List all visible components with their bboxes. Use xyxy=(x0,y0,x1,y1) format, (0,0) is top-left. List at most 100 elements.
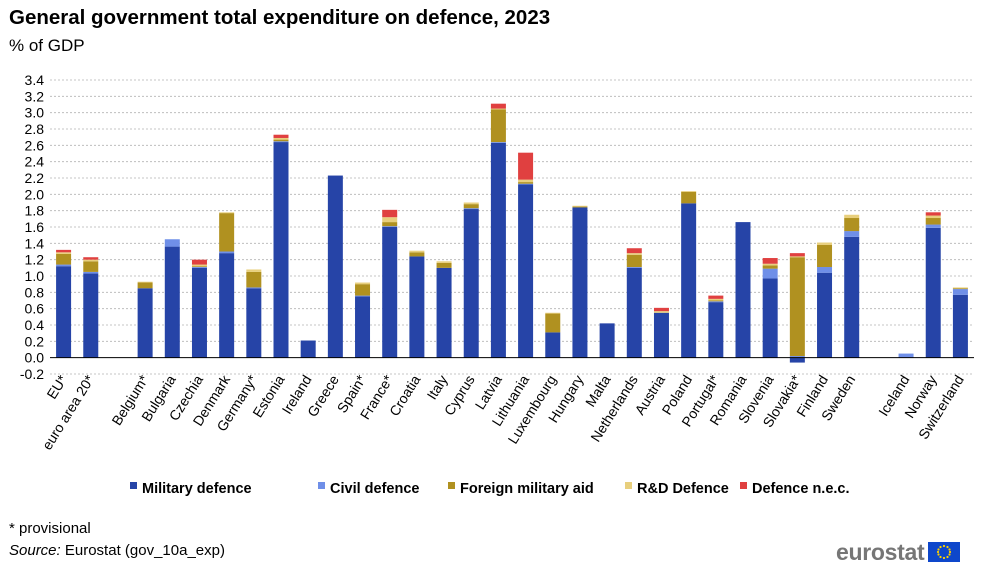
bar-civil-defence-slovakia xyxy=(789,356,805,358)
bar-r-d-defence-belgium xyxy=(137,281,153,283)
bar-defence-n-e-c-netherlands xyxy=(626,248,642,254)
bar-military-defence-cyprus xyxy=(463,209,479,358)
bar-foreign-military-aid-norway xyxy=(925,218,941,225)
legend: Military defence Civil defence Foreign mil… xyxy=(130,481,850,497)
bar-civil-defence-netherlands xyxy=(626,267,642,268)
bar-civil-defence-france xyxy=(382,226,398,227)
bar-military-defence-malta xyxy=(599,323,615,358)
source-text: Eurostat (gov_10a_exp) xyxy=(64,542,225,559)
bar-civil-defence-portugal xyxy=(708,301,724,303)
bar-foreign-military-aid-luxembourg xyxy=(545,313,561,333)
x-tick-label: euro area 20* xyxy=(39,372,98,453)
bar-military-defence-euro-area-20 xyxy=(83,273,99,358)
bar-foreign-military-aid-switzerland xyxy=(952,288,968,290)
bar-military-defence-slovenia xyxy=(762,278,778,358)
y-tick-label: 2.4 xyxy=(25,154,45,170)
bar-civil-defence-bulgaria xyxy=(164,239,180,247)
y-tick-label: 2.0 xyxy=(25,186,45,202)
bar-r-d-defence-eu xyxy=(56,252,72,254)
bar-civil-defence-finland xyxy=(817,267,833,273)
bar-r-d-defence-luxembourg xyxy=(545,312,561,314)
bar-r-d-defence-slovenia xyxy=(762,263,778,266)
bar-civil-defence-czechia xyxy=(191,267,207,268)
bar-civil-defence-sweden xyxy=(844,231,860,237)
bar-foreign-military-aid-italy xyxy=(436,262,452,268)
bar-defence-n-e-c-portugal xyxy=(708,295,724,299)
bar-civil-defence-denmark xyxy=(219,251,235,254)
bar-defence-n-e-c-eu xyxy=(56,249,72,253)
y-tick-label: 0.8 xyxy=(25,284,45,300)
bar-r-d-defence-latvia xyxy=(490,108,506,110)
bar-military-defence-france xyxy=(382,227,398,358)
legend-label-civil-defence: Civil defence xyxy=(330,481,419,497)
bar-defence-n-e-c-estonia xyxy=(273,134,289,138)
legend-label-r-d-defence: R&D Defence xyxy=(637,481,729,497)
bar-military-defence-sweden xyxy=(844,236,860,358)
logo-text: eurostat xyxy=(836,539,925,565)
bar-foreign-military-aid-hungary xyxy=(572,206,588,208)
bar-defence-n-e-c-lithuania xyxy=(518,152,534,180)
bar-foreign-military-aid-euro-area-20 xyxy=(83,261,99,272)
bar-defence-n-e-c-slovenia xyxy=(762,258,778,264)
chart-title: General government total expenditure on … xyxy=(9,6,551,29)
bar-r-d-defence-netherlands xyxy=(626,253,642,255)
bar-foreign-military-aid-spain xyxy=(355,284,371,296)
y-tick-label: 2.2 xyxy=(25,170,45,186)
bar-military-defence-portugal xyxy=(708,302,724,358)
bar-civil-defence-iceland xyxy=(898,353,914,358)
bar-r-d-defence-portugal xyxy=(708,298,724,301)
y-axis-ticks: -0.20.00.20.40.60.81.01.21.41.61.82.02.2… xyxy=(20,72,44,382)
bar-r-d-defence-czechia xyxy=(191,264,207,267)
bar-foreign-military-aid-poland xyxy=(681,191,697,204)
bar-foreign-military-aid-netherlands xyxy=(626,254,642,268)
bar-civil-defence-slovenia xyxy=(762,268,778,279)
bar-defence-n-e-c-norway xyxy=(925,212,941,216)
bar-military-defence-latvia xyxy=(490,142,506,358)
source-label: Source: xyxy=(9,542,61,559)
bar-r-d-defence-germany xyxy=(246,269,262,272)
bar-r-d-defence-austria xyxy=(653,311,669,313)
bar-foreign-military-aid-latvia xyxy=(490,109,506,143)
bar-defence-n-e-c-euro-area-20 xyxy=(83,257,99,260)
bar-foreign-military-aid-denmark xyxy=(219,213,235,252)
bars xyxy=(56,103,968,363)
y-tick-label: 0.2 xyxy=(25,333,45,349)
bar-foreign-military-aid-cyprus xyxy=(463,204,479,209)
bar-foreign-military-aid-estonia xyxy=(273,139,289,142)
bar-foreign-military-aid-eu xyxy=(56,253,72,265)
bar-civil-defence-norway xyxy=(925,224,941,228)
y-tick-label: 1.2 xyxy=(25,252,45,268)
bar-r-d-defence-euro-area-20 xyxy=(83,259,99,262)
bar-foreign-military-aid-slovenia xyxy=(762,265,778,269)
bar-military-defence-greece xyxy=(327,175,343,358)
x-axis-labels: EU*euro area 20* Belgium*BulgariaCzechiaD… xyxy=(39,371,967,452)
bar-military-defence-netherlands xyxy=(626,267,642,358)
bar-civil-defence-latvia xyxy=(490,142,506,143)
bar-foreign-military-aid-czechia xyxy=(191,266,207,268)
bar-foreign-military-aid-belgium xyxy=(137,282,153,289)
bar-defence-n-e-c-austria xyxy=(653,307,669,312)
bar-civil-defence-switzerland xyxy=(952,289,968,295)
chart-subtitle: % of GDP xyxy=(9,36,85,55)
legend-swatch-civil-defence xyxy=(318,482,325,489)
y-tick-label: 1.6 xyxy=(25,219,45,235)
bar-military-defence-italy xyxy=(436,267,452,358)
legend-swatch-military-defence xyxy=(130,482,137,489)
eu-flag-icon xyxy=(928,542,961,562)
source-line: Source: Eurostat (gov_10a_exp) xyxy=(9,542,225,559)
bar-r-d-defence-france xyxy=(382,217,398,223)
bar-civil-defence-estonia xyxy=(273,141,289,143)
bar-r-d-defence-italy xyxy=(436,261,452,263)
bar-r-d-defence-sweden xyxy=(844,214,860,219)
bar-military-defence-luxembourg xyxy=(545,332,561,358)
bar-foreign-military-aid-france xyxy=(382,222,398,227)
y-tick-label: 3.2 xyxy=(25,88,45,104)
y-tick-label: 0.4 xyxy=(25,317,45,333)
bar-foreign-military-aid-germany xyxy=(246,271,262,288)
bar-military-defence-switzerland xyxy=(952,294,968,358)
y-tick-label: 1.4 xyxy=(25,235,45,251)
bar-r-d-defence-finland xyxy=(817,242,833,245)
bar-military-defence-denmark xyxy=(219,253,235,358)
bar-defence-n-e-c-czechia xyxy=(191,259,207,265)
legend-swatch-defence-n-e-c xyxy=(740,482,747,489)
